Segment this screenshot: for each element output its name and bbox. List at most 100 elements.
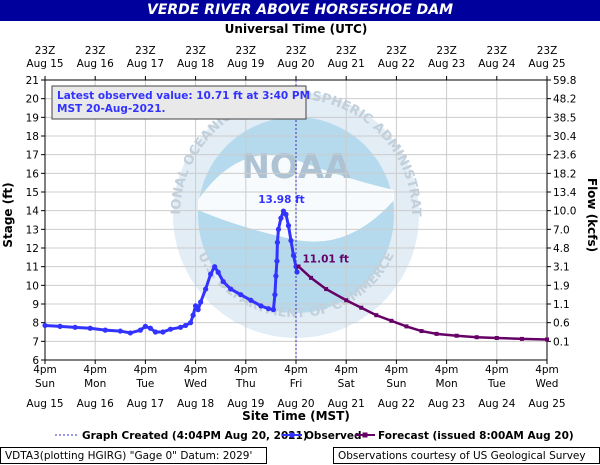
legend-observed-marker [289, 432, 295, 438]
observed-point [278, 215, 284, 221]
observed-point [57, 323, 63, 329]
title-bar [0, 0, 600, 21]
y2-tick-label: 0.6 [553, 318, 570, 330]
y2-tick-label: 1.9 [553, 280, 570, 292]
site-tick-date: Aug 22 [378, 398, 415, 410]
y-tick-label: 20 [26, 94, 39, 106]
forecast-point [404, 324, 409, 329]
y-tick-label: 19 [26, 112, 39, 124]
utc-tick-date: Aug 15 [26, 58, 63, 70]
utc-tick-date: Aug 23 [428, 58, 465, 70]
y-tick-label: 17 [26, 150, 39, 162]
site-tick-day: Sun [35, 378, 55, 390]
site-tick-day: Wed [184, 378, 207, 390]
noaa-watermark: NOAA NATIONAL OCEANIC AND ATMOSPHERIC AD… [0, 0, 423, 338]
observed-point [193, 303, 199, 309]
utc-tick-label: 23Z [35, 45, 56, 57]
site-tick-day: Wed [536, 378, 559, 390]
y2-tick-label: 4.8 [553, 243, 570, 255]
observed-point [187, 320, 194, 326]
site-tick-day: Thu [235, 378, 256, 390]
observed-point [294, 269, 300, 275]
y2-tick-label: 30.4 [553, 131, 577, 143]
y-tick-label: 10 [26, 280, 39, 292]
observed-point [228, 286, 234, 292]
observed-point [258, 303, 264, 309]
y-axis-title: Stage (ft) [1, 182, 15, 247]
site-tick-time: 4pm [134, 364, 158, 376]
forecast-point [545, 337, 549, 342]
footer-left-box [0, 447, 267, 464]
site-tick-date: Aug 19 [227, 398, 264, 410]
observed-point [147, 325, 154, 331]
site-tick-time: 4pm [435, 364, 459, 376]
footer-credit: Observations courtesy of US Geological S… [338, 450, 586, 462]
latest-value-box: Latest observed value: 10.71 ft at 3:40 … [51, 85, 310, 120]
site-tick-time: 4pm [83, 364, 107, 376]
utc-tick-label: 23Z [336, 45, 357, 57]
legend-created-label: Graph Created (4:04PM Aug 20, 2021) [82, 430, 308, 442]
utc-tick-date: Aug 25 [528, 58, 565, 70]
forecast-point [359, 305, 364, 310]
utc-tick-label: 23Z [386, 45, 407, 57]
utc-tick-label: 23Z [85, 45, 106, 57]
legend-observed-label: Observed [305, 430, 361, 442]
utc-tick-date: Aug 24 [478, 58, 516, 70]
top-axis-title: Universal Time (UTC) [225, 22, 368, 36]
observed-point [167, 326, 174, 332]
site-tick-date: Aug 23 [428, 398, 465, 410]
y2-tick-label: 1.1 [553, 299, 570, 311]
observed-point [127, 330, 133, 336]
y2-tick-label: 13.4 [553, 187, 577, 199]
site-tick-date: Aug 18 [177, 398, 214, 410]
site-tick-day: Mon [436, 378, 458, 390]
utc-tick-date: Aug 20 [277, 58, 314, 70]
axes: 6 7 8 9 10 11 12 13 14 15 16 17 18 19 20 21 0.1 0.6 1.1 1.9… [26, 45, 577, 410]
site-tick-time: 4pm [535, 364, 559, 376]
observed-point [275, 226, 282, 232]
observed-point [182, 322, 189, 329]
observed-point [195, 307, 201, 313]
observed-point [273, 273, 279, 279]
utc-tick-date: Aug 22 [378, 58, 415, 70]
latest-value-box-bg [51, 85, 307, 120]
y2-tick-label: 38.5 [553, 112, 576, 124]
forecast-point [389, 318, 394, 323]
forecast-point [419, 329, 424, 334]
utc-tick-label: 23Z [286, 45, 307, 57]
y-tick-label: 12 [26, 243, 39, 255]
utc-tick-date: Aug 21 [328, 58, 365, 70]
site-tick-day: Tue [487, 378, 506, 390]
observed-point [248, 297, 254, 303]
y2-tick-label: 0.1 [553, 336, 570, 348]
site-tick-date: Aug 24 [478, 398, 516, 410]
y-tick-label: 9 [32, 299, 39, 311]
forecast-point [296, 264, 301, 269]
observed-point [117, 328, 123, 334]
y-tick-label: 21 [26, 75, 39, 87]
y2-tick-label: 18.2 [553, 168, 576, 180]
observed-point [272, 292, 278, 298]
utc-tick-label: 23Z [185, 45, 206, 57]
footer: VDTA3(plotting HGIRG) "Gage 0" Datum: 20… [0, 447, 600, 464]
y2-tick-label: 3.1 [553, 262, 570, 274]
y-tick-label: 13 [26, 224, 39, 236]
y2-tick-label: 59.8 [553, 75, 576, 87]
legend: Graph Created (4:04PM Aug 20, 2021) Obse… [55, 430, 574, 442]
y2-tick-label: 48.2 [553, 94, 576, 106]
observed-point [142, 323, 148, 329]
site-tick-date: Aug 17 [127, 398, 164, 410]
observed-point [137, 327, 143, 333]
legend-forecast-marker [362, 432, 368, 438]
peak-label: 13.98 ft [258, 194, 304, 206]
y-tick-label: 6 [32, 355, 39, 367]
y-tick-label: 18 [26, 131, 39, 143]
utc-tick-date: Aug 17 [127, 58, 164, 70]
forecast-start-label: 11.01 ft [303, 253, 349, 265]
observed-point [285, 223, 292, 229]
site-tick-day: Tue [135, 378, 154, 390]
observed-point [220, 279, 226, 285]
y2-tick-label: 10.0 [553, 206, 576, 218]
y-tick-label: 14 [26, 206, 40, 218]
